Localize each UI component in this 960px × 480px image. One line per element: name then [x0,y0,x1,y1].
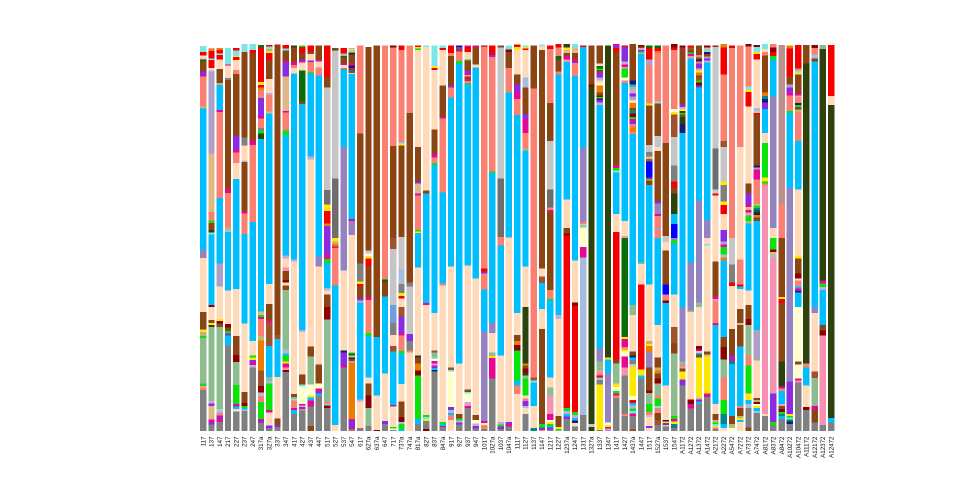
svg-text:1027a: 1027a [490,436,497,454]
svg-text:1527a: 1527a [655,436,662,454]
svg-text:A12172: A12172 [812,436,819,458]
svg-text:737a: 737a [399,436,406,450]
svg-text:827: 827 [423,436,430,447]
svg-text:837: 837 [432,436,439,447]
svg-text:1117: 1117 [514,436,521,449]
svg-text:1347: 1347 [605,436,612,450]
svg-text:517: 517 [324,436,331,447]
svg-text:A1472: A1472 [704,436,711,454]
svg-text:747a: 747a [407,436,414,450]
svg-text:1147: 1147 [539,436,546,450]
svg-text:1037: 1037 [498,436,505,450]
svg-text:A10472: A10472 [795,436,802,458]
svg-text:617: 617 [357,436,364,447]
svg-text:137: 137 [209,436,216,447]
svg-text:147: 147 [217,436,224,447]
svg-text:327a: 327a [266,436,273,450]
svg-text:1247: 1247 [572,436,579,450]
svg-text:227: 227 [233,436,240,447]
svg-text:117: 117 [200,436,207,446]
svg-text:A1372: A1372 [696,436,703,454]
svg-text:1237a: 1237a [564,436,571,454]
svg-text:237: 237 [242,436,249,447]
svg-text:1427: 1427 [622,436,629,450]
svg-text:917: 917 [448,436,455,447]
svg-text:817a: 817a [415,436,422,450]
svg-text:547: 547 [349,436,356,447]
svg-text:A8372: A8372 [771,436,778,454]
svg-text:A12372: A12372 [820,436,827,458]
svg-text:A1272: A1272 [688,436,695,454]
svg-text:1517: 1517 [647,436,654,450]
svg-text:427: 427 [300,436,307,447]
svg-text:1327a: 1327a [589,436,596,454]
svg-text:1047a: 1047a [506,436,513,454]
svg-text:A12472: A12472 [828,436,835,458]
svg-text:717: 717 [390,436,397,447]
svg-text:347: 347 [283,436,290,447]
svg-text:A8172: A8172 [762,436,769,454]
svg-text:1537: 1537 [663,436,670,450]
svg-text:447: 447 [316,436,323,447]
svg-text:317a: 317a [258,436,265,450]
svg-text:847a: 847a [440,436,447,450]
svg-text:A10272: A10272 [787,436,794,458]
svg-text:A1172: A1172 [680,436,687,454]
svg-text:217: 217 [225,436,232,447]
svg-text:927: 927 [457,436,464,447]
svg-text:1227: 1227 [556,436,563,450]
svg-text:527: 527 [333,436,340,447]
svg-text:1127: 1127 [523,436,530,450]
svg-text:337: 337 [275,436,282,447]
svg-text:A2272: A2272 [721,436,728,454]
svg-text:537: 537 [341,436,348,447]
svg-text:1017: 1017 [481,436,488,450]
svg-text:647: 647 [382,436,389,447]
svg-text:247: 247 [250,436,257,447]
svg-text:947: 947 [473,436,480,447]
svg-text:1217: 1217 [547,436,554,450]
svg-text:627a: 627a [366,436,373,450]
svg-text:1417: 1417 [614,436,621,450]
svg-text:A7272: A7272 [737,436,744,454]
svg-text:A7472: A7472 [754,436,761,454]
svg-text:A7372: A7372 [746,436,753,454]
svg-text:637a: 637a [374,436,381,450]
svg-text:A8472: A8472 [779,436,786,454]
svg-text:1447: 1447 [638,436,645,450]
svg-text:937: 937 [465,436,472,447]
svg-text:1337: 1337 [597,436,604,450]
svg-text:1437a: 1437a [630,436,637,454]
svg-text:1137: 1137 [531,436,538,450]
svg-text:A5472: A5472 [729,436,736,454]
svg-text:A11172: A11172 [804,436,811,457]
svg-text:437: 437 [308,436,315,447]
svg-text:1317: 1317 [580,436,587,450]
svg-text:1547: 1547 [671,436,678,450]
svg-text:417: 417 [291,436,298,447]
svg-text:A2172: A2172 [713,436,720,454]
